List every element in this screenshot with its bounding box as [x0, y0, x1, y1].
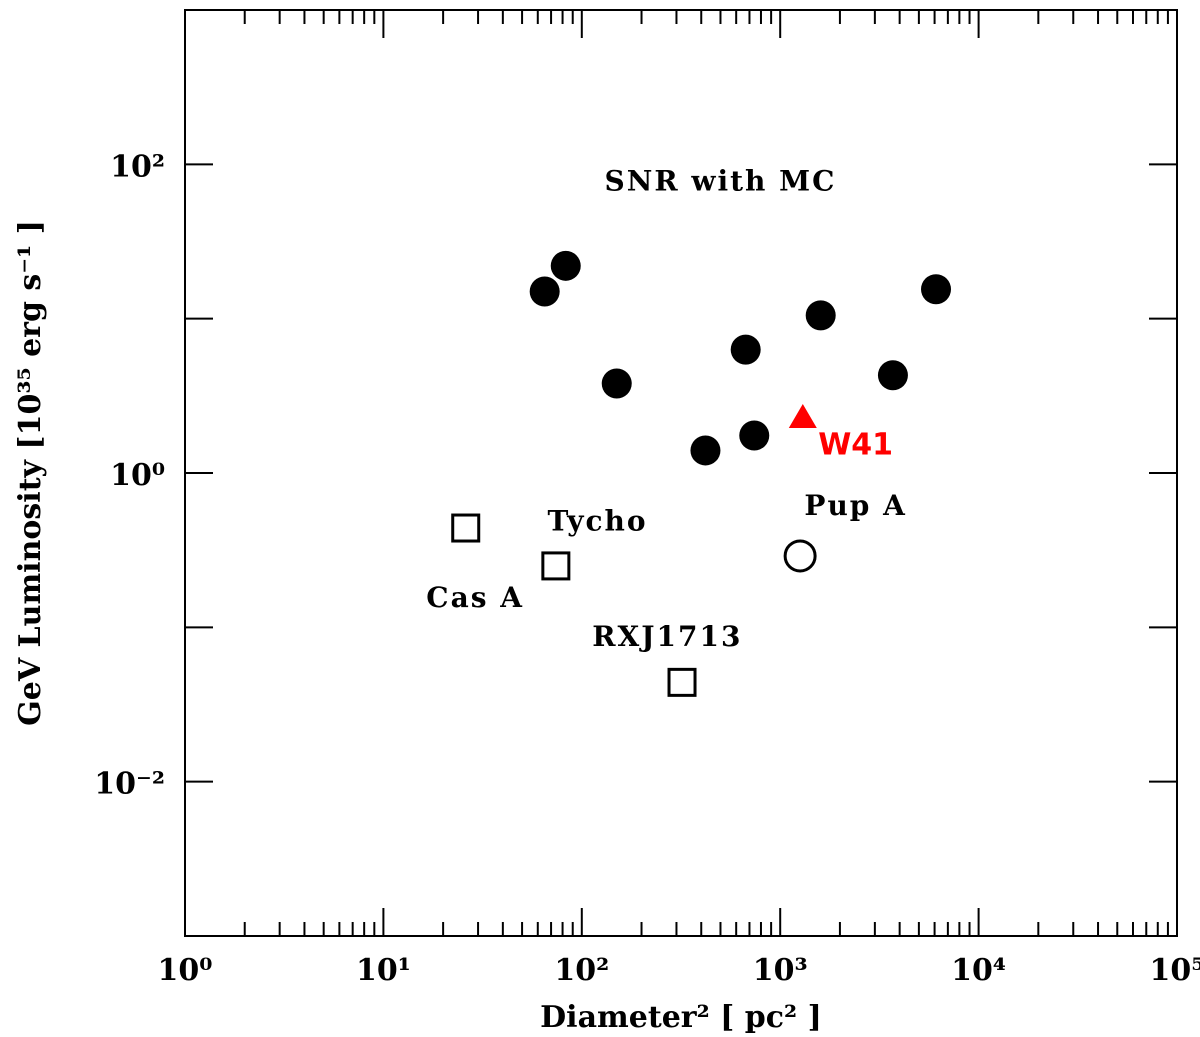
annotations-layer: SNR with MC W41 Pup A Tycho Cas A RXJ1713 [426, 164, 906, 653]
annotation-label: W41 [818, 428, 893, 463]
filled-circle-point [529, 276, 560, 307]
filled-circle-point [730, 334, 761, 365]
filled-circle-point [739, 420, 770, 451]
open-square-point [667, 667, 697, 697]
open-circle-point [783, 539, 817, 573]
x-tick-label: 10¹ [356, 953, 411, 988]
x-axis-label: Diameter² [ pc² ] [540, 1000, 822, 1035]
annotation-label: Pup A [804, 489, 906, 522]
x-tick-label: 10² [554, 953, 609, 988]
triangle-point [788, 403, 817, 428]
y-tick-label: 10⁰ [110, 458, 165, 493]
x-tick-label: 10⁴ [951, 953, 1006, 988]
filled-circle-point [550, 250, 581, 281]
annotation-label: SNR with MC [605, 164, 837, 197]
y-axis-label: GeV Luminosity [10³⁵ erg s⁻¹ ] [13, 220, 48, 726]
points-layer [451, 250, 952, 697]
annotation-label: RXJ1713 [592, 620, 742, 653]
y-tick-label: 10⁻² [94, 767, 165, 802]
annotation-label: Cas A [426, 581, 524, 614]
open-square-point [451, 513, 481, 543]
filled-circle-point [601, 368, 632, 399]
annotation-label: Tycho [547, 504, 647, 537]
x-tick-label: 10³ [753, 953, 808, 988]
y-tick-label: 10² [110, 149, 165, 184]
plot-frame [184, 9, 1178, 937]
filled-circle-point [690, 435, 721, 466]
ticks-layer: 10⁰ 10¹ 10² 10³ 10⁴ 10⁵ 10² 10⁰ 10⁻² [94, 9, 1200, 988]
x-tick-label: 10⁰ [158, 953, 213, 988]
filled-circle-point [877, 360, 908, 391]
x-tick-label: 10⁵ [1150, 953, 1200, 988]
open-square-point [541, 551, 571, 581]
filled-circle-point [921, 274, 952, 305]
filled-circle-point [805, 300, 836, 331]
